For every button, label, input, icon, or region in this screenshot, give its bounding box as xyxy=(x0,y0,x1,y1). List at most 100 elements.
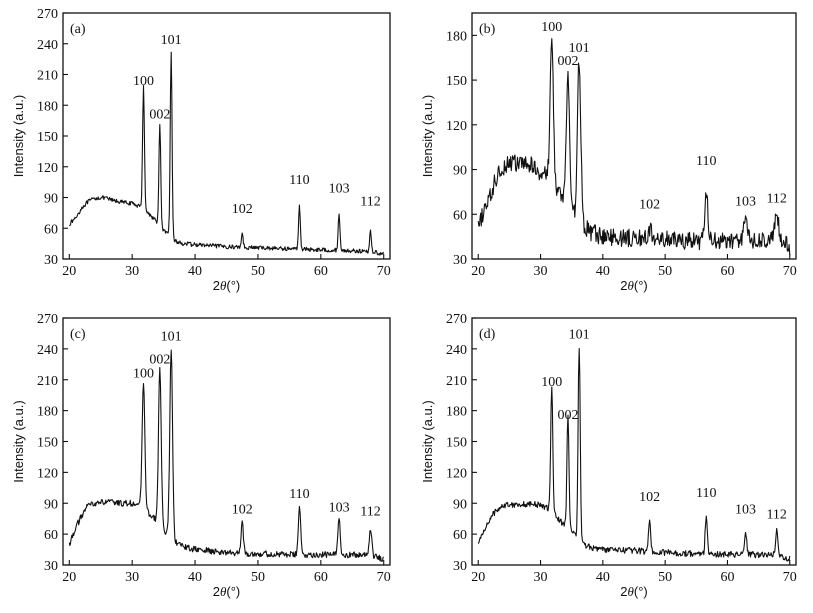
peak-label-002: 002 xyxy=(557,408,578,423)
chart-panel-1: 20 30 40 50 60 70 30 60 90 120 150 180 210 240 270 2θ(°… xyxy=(11,7,391,293)
y-tick-label: 150 xyxy=(37,130,58,145)
x-axis-title: 2θ(°) xyxy=(620,278,647,293)
peak-label-002: 002 xyxy=(149,108,170,123)
x-tick-label: 40 xyxy=(188,264,202,279)
peak-label-112: 112 xyxy=(360,195,380,210)
x-tick-label: 50 xyxy=(658,264,672,279)
peak-label-110: 110 xyxy=(696,486,716,501)
y-tick-label: 180 xyxy=(37,405,58,420)
x-axis-title-unit: (°) xyxy=(634,278,648,293)
y-tick-label: 30 xyxy=(453,559,467,574)
peak-label-100: 100 xyxy=(133,367,154,382)
y-tick-label: 120 xyxy=(446,466,467,481)
peak-label-102: 102 xyxy=(232,503,253,518)
plot-frame xyxy=(62,12,391,260)
x-tick-label: 50 xyxy=(251,570,265,585)
peak-label-102: 102 xyxy=(639,490,660,505)
y-tick-label: 240 xyxy=(37,343,58,358)
x-axis-title: 2θ(°) xyxy=(213,584,240,599)
y-axis-title: Intensity (a.u.) xyxy=(11,400,26,482)
y-tick-label: 90 xyxy=(44,192,58,207)
plot-frame xyxy=(62,317,391,566)
peak-label-110: 110 xyxy=(696,154,716,169)
y-tick-label: 210 xyxy=(37,69,58,84)
x-tick-label: 20 xyxy=(471,570,485,585)
x-axis-title-symbol: θ xyxy=(627,278,634,293)
x-axis-title-prefix: 2 xyxy=(213,584,220,599)
plot-frame xyxy=(471,12,797,260)
panel-tag: (b) xyxy=(479,22,496,37)
y-tick-label: 30 xyxy=(453,253,467,268)
x-tick-label: 70 xyxy=(377,264,391,279)
peak-label-110: 110 xyxy=(289,173,309,188)
x-axis-title-unit: (°) xyxy=(226,278,240,293)
x-tick-label: 60 xyxy=(720,570,734,585)
x-axis-title-prefix: 2 xyxy=(620,584,627,599)
x-tick-label: 30 xyxy=(534,570,548,585)
peak-label-101: 101 xyxy=(161,330,182,345)
peak-label-100: 100 xyxy=(133,74,154,89)
y-axis-title: Intensity (a.u.) xyxy=(420,400,435,482)
peak-label-103: 103 xyxy=(329,181,350,196)
x-axis-title: 2θ(°) xyxy=(213,278,240,293)
y-axis-title: Intensity (a.u.) xyxy=(11,95,26,177)
x-tick-label: 40 xyxy=(596,570,610,585)
x-tick-label: 70 xyxy=(377,570,391,585)
y-tick-label: 120 xyxy=(37,466,58,481)
peak-label-101: 101 xyxy=(569,328,590,343)
peak-label-102: 102 xyxy=(232,202,253,217)
x-tick-label: 50 xyxy=(658,570,672,585)
peak-label-103: 103 xyxy=(329,500,350,515)
y-tick-label: 180 xyxy=(37,99,58,114)
x-tick-label: 70 xyxy=(783,570,797,585)
peak-label-112: 112 xyxy=(360,505,380,520)
y-tick-label: 270 xyxy=(37,312,58,327)
y-tick-label: 30 xyxy=(44,253,58,268)
x-tick-label: 70 xyxy=(783,264,797,279)
peak-label-002: 002 xyxy=(557,54,578,69)
x-axis-title-symbol: θ xyxy=(627,584,634,599)
y-tick-label: 270 xyxy=(446,312,467,327)
y-tick-label: 60 xyxy=(44,528,58,543)
y-tick-label: 60 xyxy=(453,528,467,543)
peak-label-112: 112 xyxy=(766,191,786,206)
x-tick-label: 20 xyxy=(62,570,76,585)
y-tick-label: 180 xyxy=(446,405,467,420)
x-tick-label: 60 xyxy=(314,264,328,279)
peak-label-102: 102 xyxy=(639,197,660,212)
x-tick-label: 60 xyxy=(720,264,734,279)
xrd-spectrum-line xyxy=(68,349,384,562)
x-axis-title-symbol: θ xyxy=(220,584,227,599)
panel-tag: (d) xyxy=(479,327,496,342)
y-tick-label: 90 xyxy=(44,497,58,512)
y-tick-label: 270 xyxy=(37,7,58,22)
chart-panel-3: 20 30 40 50 60 70 30 60 90 120 150 180 210 240 270 2θ(°… xyxy=(11,312,391,599)
xrd-spectrum-line xyxy=(477,38,791,256)
x-axis-title-unit: (°) xyxy=(226,584,240,599)
panel-tag: (a) xyxy=(70,22,86,37)
y-tick-label: 90 xyxy=(453,164,467,179)
peak-label-101: 101 xyxy=(161,33,182,48)
x-tick-label: 60 xyxy=(314,570,328,585)
y-tick-label: 180 xyxy=(446,29,467,44)
peak-label-100: 100 xyxy=(541,375,562,390)
peak-label-100: 100 xyxy=(541,20,562,35)
y-tick-label: 120 xyxy=(446,119,467,134)
y-tick-label: 60 xyxy=(44,222,58,237)
x-tick-label: 40 xyxy=(188,570,202,585)
y-tick-label: 120 xyxy=(37,161,58,176)
x-tick-label: 50 xyxy=(251,264,265,279)
y-tick-label: 210 xyxy=(446,374,467,389)
peak-label-002: 002 xyxy=(149,352,170,367)
xrd-spectrum-line xyxy=(477,347,791,562)
x-axis-title-unit: (°) xyxy=(634,584,648,599)
x-tick-label: 20 xyxy=(62,264,76,279)
peak-label-101: 101 xyxy=(569,41,590,56)
chart-panel-2: 20 30 40 50 60 70 30 60 90 120 150 180 2θ(°) Intensit… xyxy=(420,12,797,293)
y-tick-label: 90 xyxy=(453,497,467,512)
x-axis-title-prefix: 2 xyxy=(213,278,220,293)
y-tick-label: 240 xyxy=(446,343,467,358)
y-tick-label: 210 xyxy=(37,374,58,389)
peak-label-110: 110 xyxy=(289,487,309,502)
